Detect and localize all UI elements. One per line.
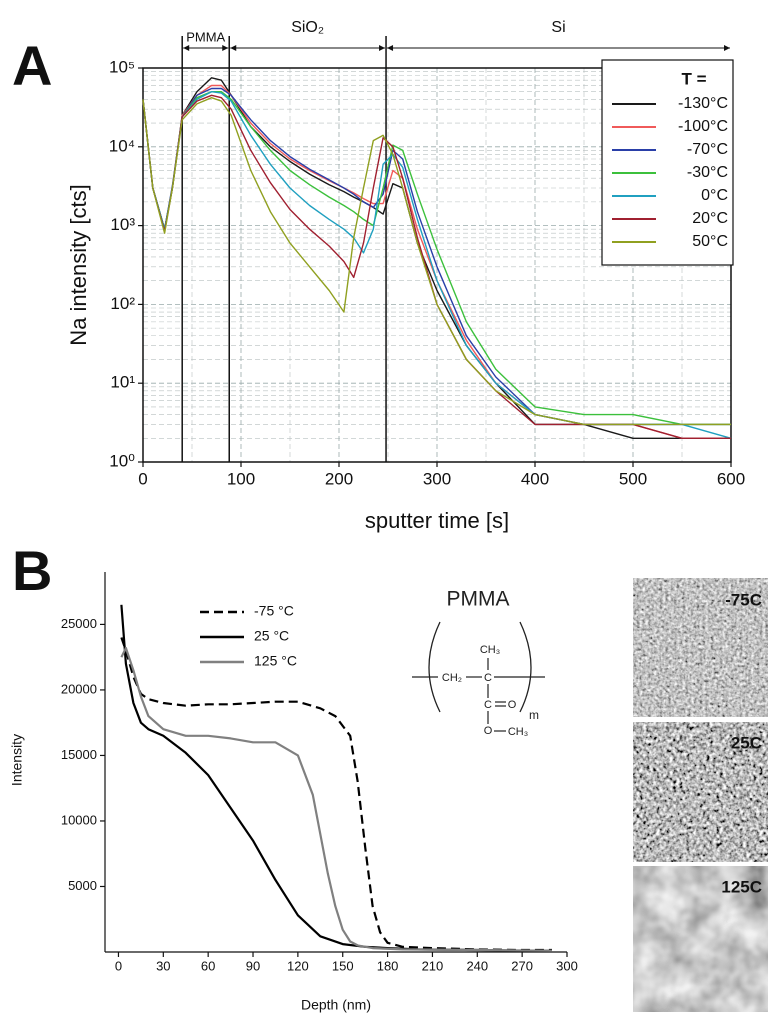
y-tick-label: 10⁰ [109, 451, 135, 470]
y-axis-label: Intensity [9, 734, 25, 786]
series-line [120, 604, 552, 952]
pmma-structure: PMMA CH₃ CH₂ C C O O CH₃ m [412, 588, 545, 738]
legend-label: 125 °C [254, 653, 297, 669]
legend-label: -130°C [678, 95, 728, 112]
structure-title: PMMA [447, 588, 510, 611]
y-tick-label: 10⁴ [109, 136, 135, 155]
bracket [519, 621, 532, 713]
y-tick-label: 10000 [61, 812, 97, 827]
legend-label: -70°C [687, 141, 728, 158]
x-tick-label: 30 [156, 958, 170, 973]
y-tick-label: 10² [110, 294, 135, 313]
atom: O [508, 699, 517, 711]
y-tick-label: 5000 [68, 878, 97, 893]
x-tick-label: 400 [521, 469, 549, 488]
x-tick-label: 300 [556, 958, 578, 973]
series-line [142, 87, 731, 426]
y-tick-label: 10³ [110, 215, 135, 234]
image-label: 125C [721, 877, 762, 896]
x-tick-label: 150 [332, 958, 354, 973]
series-line [142, 97, 731, 426]
x-axis-label: sputter time [s] [365, 508, 509, 533]
legend-title: T = [681, 69, 706, 88]
x-tick-label: 300 [423, 469, 451, 488]
atom: C [484, 672, 492, 684]
region-label: SiO₂ [291, 19, 324, 36]
legend-label: 0°C [701, 187, 728, 204]
atom: CH₂ [442, 672, 462, 684]
x-tick-label: 100 [227, 469, 255, 488]
region-label: Si [551, 19, 565, 36]
bracket [428, 621, 441, 713]
image-125 [633, 866, 768, 1012]
y-tick-label: 10⁵ [109, 57, 135, 76]
legend-label: -100°C [678, 118, 728, 135]
y-tick-label: 25000 [61, 616, 97, 631]
series-line [142, 94, 731, 439]
x-tick-label: 270 [511, 958, 533, 973]
series-line [142, 77, 731, 439]
x-tick-label: 0 [115, 958, 122, 973]
image-column: -75C 25C 125C [633, 578, 768, 1012]
series-line [120, 637, 552, 952]
legend-label: 25 °C [254, 628, 289, 644]
legend-label: 50°C [692, 233, 728, 250]
x-tick-label: 60 [201, 958, 215, 973]
legend-label: -30°C [687, 164, 728, 181]
legend-box [601, 59, 734, 266]
atom: CH₃ [480, 644, 500, 656]
series-line [120, 646, 553, 952]
atom: O [484, 725, 493, 737]
panel-letter: B [12, 539, 52, 602]
x-tick-label: 90 [246, 958, 260, 973]
image-neg75 [633, 578, 768, 717]
image-label: -75C [725, 590, 762, 609]
region-label: PMMA [186, 29, 225, 44]
y-axis-label: Na intensity [cts] [66, 184, 91, 345]
legend-label: -75 °C [254, 603, 294, 619]
atom: CH₃ [508, 726, 528, 738]
x-tick-label: 0 [138, 469, 147, 488]
subscript: m [529, 708, 539, 722]
series-line [142, 91, 731, 426]
x-tick-label: 500 [619, 469, 647, 488]
atom: C [484, 699, 492, 711]
x-tick-label: 200 [325, 469, 353, 488]
x-tick-label: 180 [377, 958, 399, 973]
legend-label: 20°C [692, 210, 728, 227]
panel-letter: A [12, 34, 52, 97]
y-tick-label: 10¹ [110, 373, 135, 392]
x-tick-label: 210 [422, 958, 444, 973]
x-tick-label: 120 [287, 958, 309, 973]
image-25 [633, 722, 768, 862]
x-tick-label: 240 [466, 958, 488, 973]
x-tick-label: 600 [717, 469, 745, 488]
series-line [142, 91, 732, 439]
x-axis-label: Depth (nm) [301, 997, 371, 1013]
image-label: 25C [731, 733, 762, 752]
y-tick-label: 15000 [61, 747, 97, 762]
y-tick-label: 20000 [61, 681, 97, 696]
